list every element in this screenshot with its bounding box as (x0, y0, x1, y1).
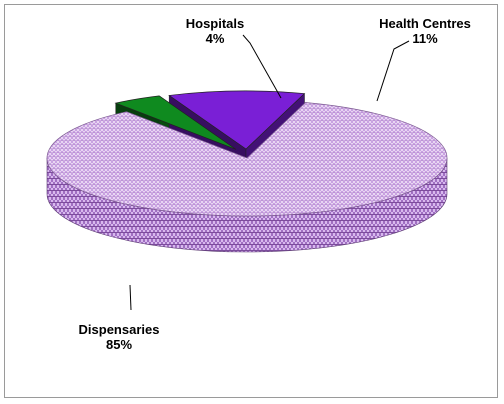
pie-slice-health-centres (168, 90, 306, 150)
slice-label-hospitals: Hospitals (186, 16, 245, 31)
slice-percent-dispensaries: 85% (106, 337, 132, 352)
pie-slice-dispensaries (46, 102, 448, 217)
pie-slice-hospitals (114, 95, 237, 150)
slice-label-health-centres: Health Centres (379, 16, 471, 31)
leader-line-dispensaries (129, 284, 132, 311)
leader-line-hospitals (242, 34, 282, 99)
slice-label-dispensaries: Dispensaries (79, 322, 160, 337)
chart-frame: Dispensaries 85% Hospitals 4% Health Centres… (4, 4, 498, 398)
slice-percent-hospitals: 4% (206, 31, 225, 46)
leader-line-health-centres (376, 40, 410, 102)
slice-percent-health-centres: 11% (412, 31, 438, 46)
